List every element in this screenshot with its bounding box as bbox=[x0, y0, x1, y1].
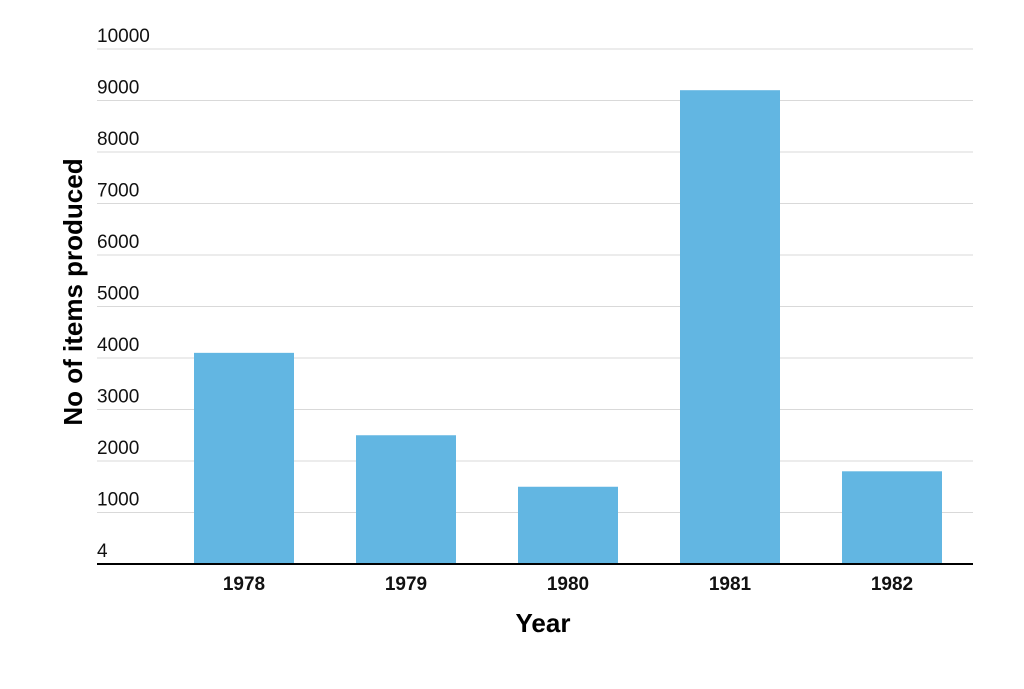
y-tick-label: 2000 bbox=[97, 438, 139, 459]
bar-1982 bbox=[842, 471, 942, 564]
bars bbox=[194, 90, 942, 564]
y-tick-label: 5000 bbox=[97, 284, 139, 305]
x-tick-label: 1981 bbox=[709, 574, 752, 595]
bar-1980 bbox=[518, 486, 618, 564]
y-tick-label: 3000 bbox=[97, 387, 139, 408]
x-axis-ticks: 1978 1979 1980 1981 1982 bbox=[223, 574, 913, 595]
x-tick-label: 1978 bbox=[223, 574, 265, 595]
bar-1979 bbox=[356, 435, 456, 564]
x-tick-label: 1982 bbox=[871, 574, 913, 595]
y-tick-label: 4 bbox=[97, 541, 108, 562]
y-axis-ticks: 4 1000 2000 3000 4000 5000 6000 7000 8000 9000 100… bbox=[97, 26, 150, 562]
bar-1978 bbox=[194, 352, 294, 564]
y-tick-label: 8000 bbox=[97, 129, 139, 150]
x-axis-title: Year bbox=[516, 608, 571, 638]
y-tick-label: 4000 bbox=[97, 335, 139, 356]
x-tick-label: 1980 bbox=[547, 574, 589, 595]
y-tick-label: 7000 bbox=[97, 181, 139, 202]
bar-1981 bbox=[680, 90, 780, 564]
y-tick-label: 6000 bbox=[97, 232, 139, 253]
y-tick-label: 10000 bbox=[97, 26, 150, 47]
y-tick-label: 9000 bbox=[97, 78, 139, 99]
x-tick-label: 1979 bbox=[385, 574, 427, 595]
y-tick-label: 1000 bbox=[97, 490, 139, 511]
y-axis-title: No of items produced bbox=[58, 158, 88, 425]
